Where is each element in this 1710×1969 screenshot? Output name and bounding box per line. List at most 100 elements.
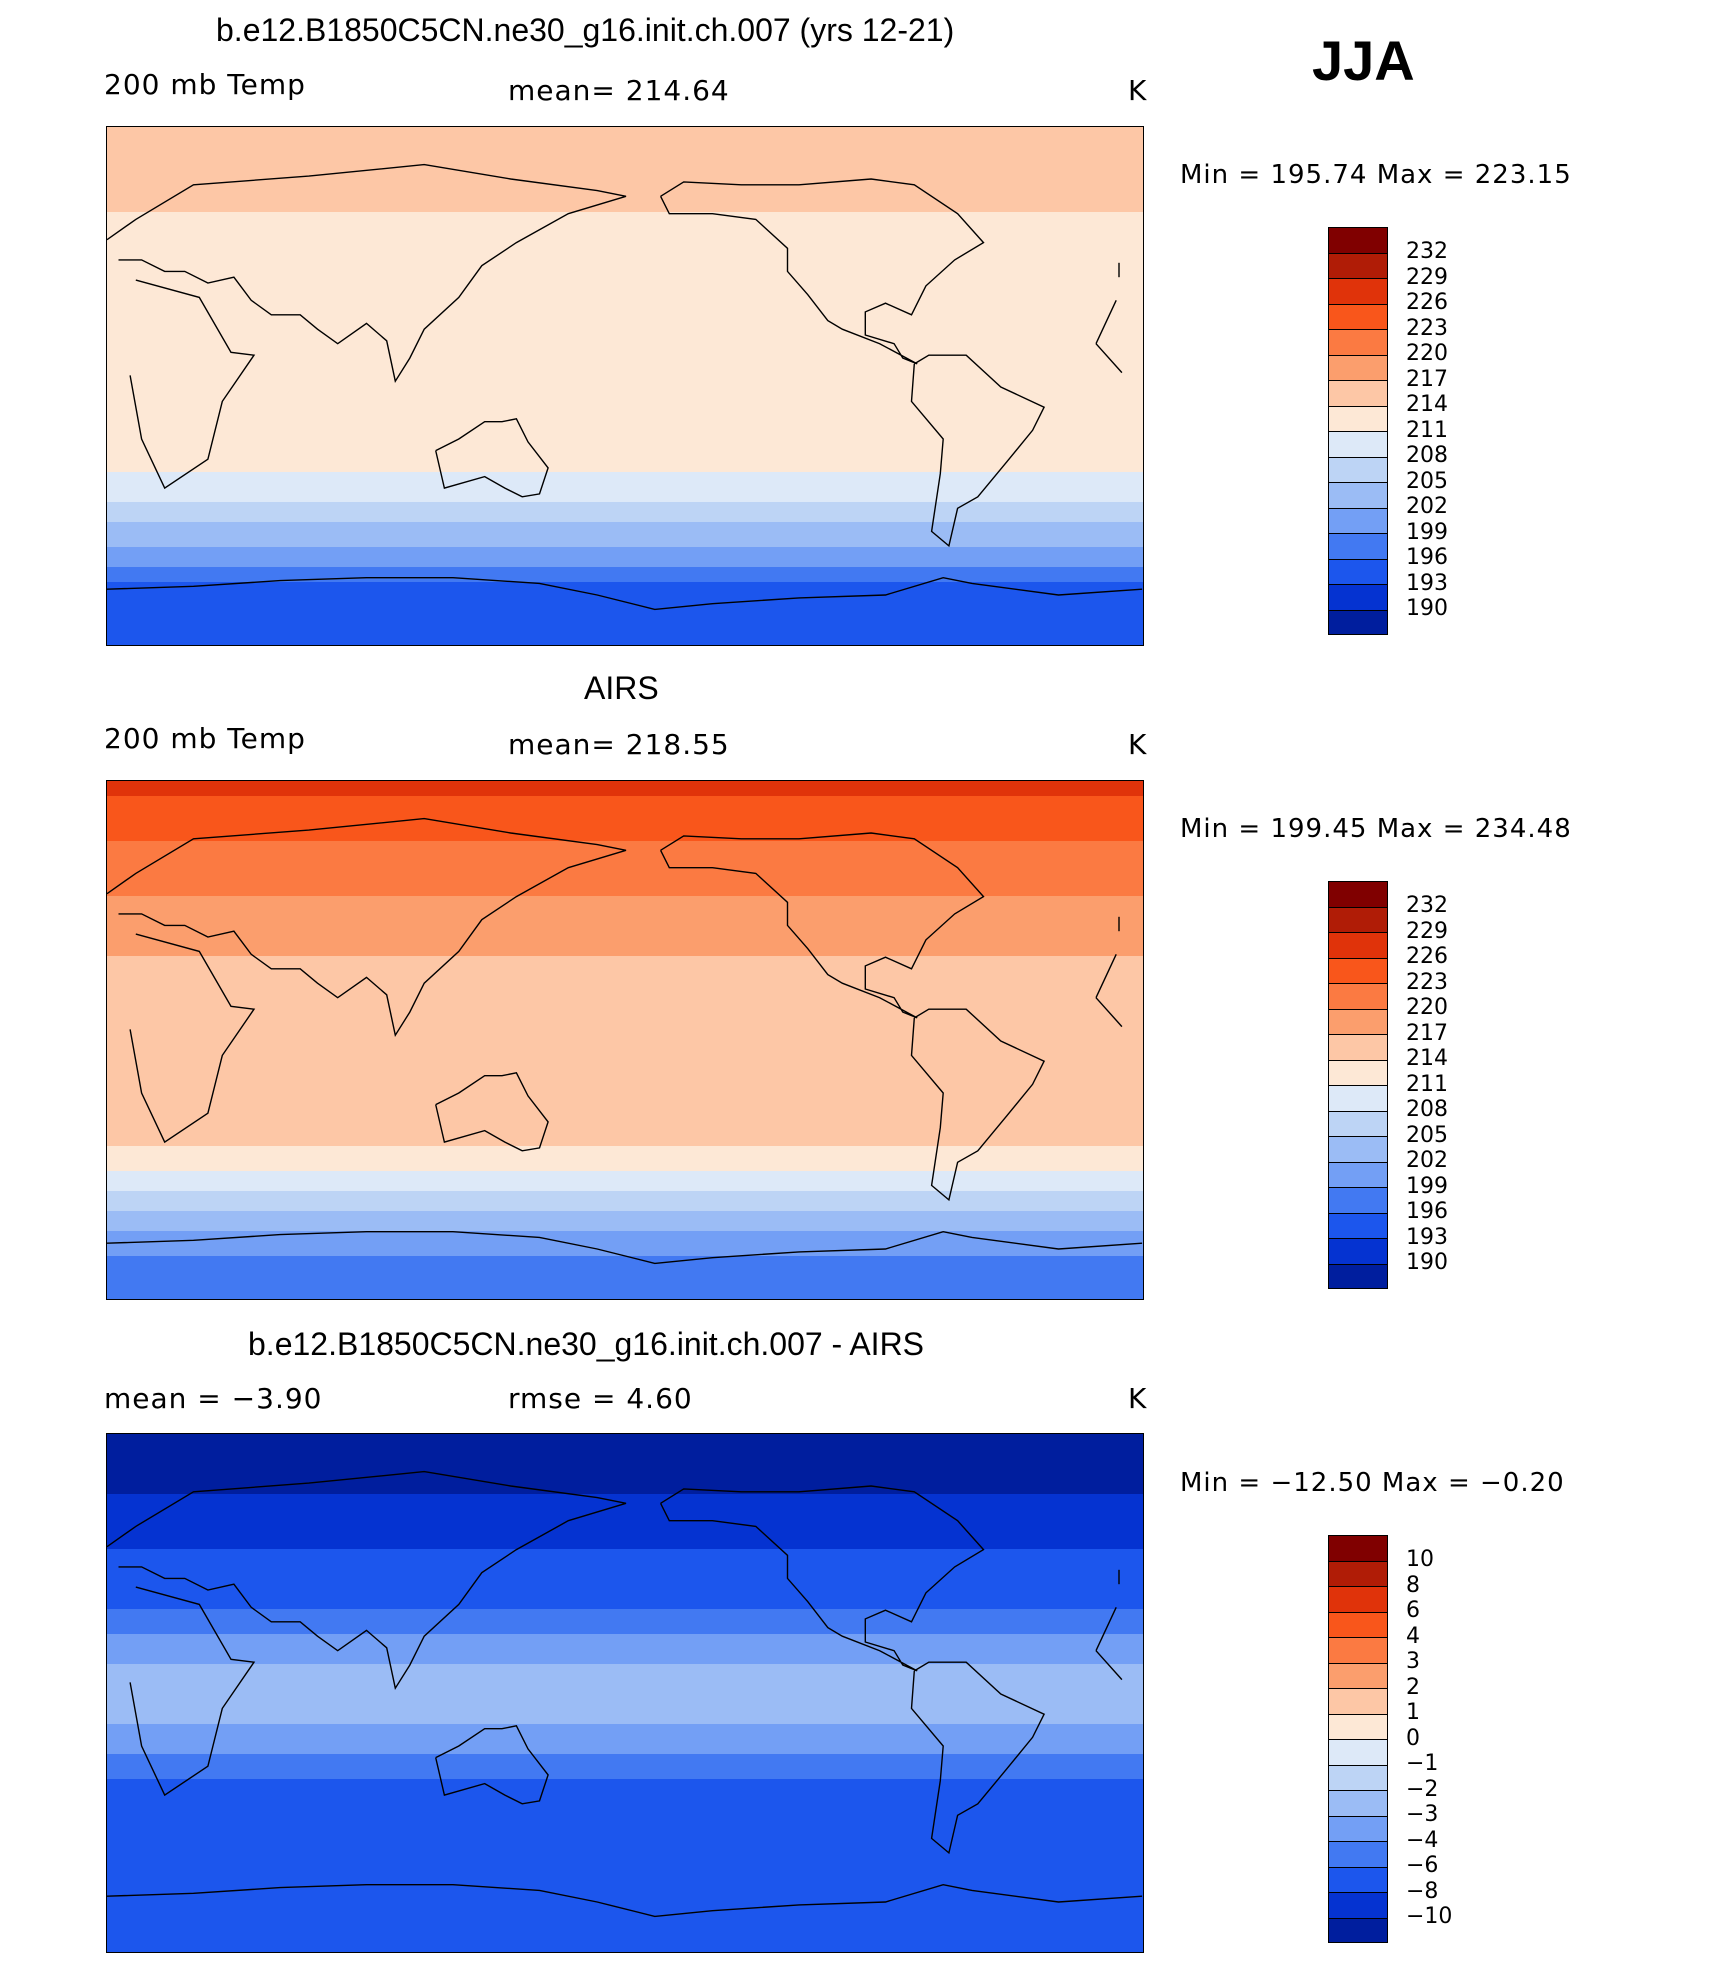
field-band xyxy=(107,1449,1143,1455)
field-band xyxy=(107,886,1143,892)
coastline xyxy=(107,1883,1143,1918)
colorbar-swatch xyxy=(1328,533,1388,559)
panel-3-field-svg xyxy=(107,1434,1143,1952)
colorbar-tick-label: −2 xyxy=(1406,1776,1439,1802)
field-band xyxy=(107,482,1143,488)
colorbar-tick-label: −8 xyxy=(1406,1878,1439,1904)
field-band xyxy=(107,262,1143,268)
colorbar-tick-label: 196 xyxy=(1406,545,1448,570)
field-band xyxy=(107,1879,1143,1885)
field-band xyxy=(107,1719,1143,1725)
panel-3-minmax: Min = −12.50 Max = −0.20 xyxy=(1180,1468,1565,1498)
field-band xyxy=(107,961,1143,967)
field-band xyxy=(107,387,1143,393)
field-band xyxy=(107,242,1143,248)
colorbar-swatch xyxy=(1328,932,1388,958)
field-band xyxy=(107,1779,1143,1785)
colorbar-tick-label: 8 xyxy=(1406,1572,1420,1598)
field-band xyxy=(107,1624,1143,1630)
colorbar-tick-label: 2 xyxy=(1406,1674,1420,1700)
field-band xyxy=(107,197,1143,203)
colorbar-tick-label: 10 xyxy=(1406,1547,1434,1572)
colorbar-tick-label: 193 xyxy=(1406,570,1448,596)
field-band xyxy=(107,572,1143,578)
field-band xyxy=(107,622,1143,628)
field-band xyxy=(107,312,1143,318)
panel-3-rmse-label: rmse = 4.60 xyxy=(508,1382,693,1415)
field-band xyxy=(107,1764,1143,1770)
field-band xyxy=(107,1799,1143,1805)
field-band xyxy=(107,1226,1143,1232)
colorbar-tick-label: 214 xyxy=(1406,1046,1448,1071)
field-band xyxy=(107,1834,1143,1840)
field-band xyxy=(107,1869,1143,1875)
colorbar-tick-label: 217 xyxy=(1406,1020,1448,1046)
field-band xyxy=(107,876,1143,882)
colorbar-swatch xyxy=(1328,1212,1388,1238)
field-band xyxy=(107,1844,1143,1850)
field-band xyxy=(107,836,1143,842)
colorbar-tick-label: 205 xyxy=(1406,1122,1448,1148)
field-band xyxy=(107,202,1143,208)
field-band xyxy=(107,532,1143,538)
colorbar-swatch xyxy=(1328,329,1388,355)
field-band xyxy=(107,307,1143,313)
field-band xyxy=(107,1051,1143,1057)
coastline xyxy=(659,178,985,365)
colorbar-swatch xyxy=(1328,278,1388,304)
field-band xyxy=(107,1854,1143,1860)
field-band xyxy=(107,1236,1143,1242)
field-band xyxy=(107,377,1143,383)
panel-1-colorbar xyxy=(1328,227,1388,635)
field-band xyxy=(107,981,1143,987)
field-band xyxy=(107,132,1143,138)
field-band xyxy=(107,906,1143,912)
field-band xyxy=(107,422,1143,428)
field-band xyxy=(107,1519,1143,1525)
field-band xyxy=(107,1439,1143,1445)
coastline xyxy=(910,1661,1046,1855)
field-band xyxy=(107,1914,1143,1920)
field-band xyxy=(107,502,1143,508)
field-band xyxy=(107,192,1143,198)
field-band xyxy=(107,357,1143,363)
colorbar-tick-label: 211 xyxy=(1406,1071,1448,1097)
field-band xyxy=(107,552,1143,558)
field-band xyxy=(107,1201,1143,1207)
colorbar-swatch xyxy=(1328,957,1388,983)
field-band xyxy=(107,1206,1143,1212)
field-band xyxy=(107,1584,1143,1590)
panel-3-colorbar xyxy=(1328,1535,1388,1943)
field-band xyxy=(107,1944,1143,1950)
field-band xyxy=(107,267,1143,273)
colorbar-tick-label: 202 xyxy=(1406,494,1448,519)
field-band xyxy=(107,397,1143,403)
colorbar-swatch xyxy=(1328,1764,1388,1790)
field-band xyxy=(107,1654,1143,1660)
colorbar-swatch xyxy=(1328,1136,1388,1162)
colorbar-tick-label: 226 xyxy=(1406,290,1448,315)
coastline xyxy=(659,832,985,1019)
field-band xyxy=(107,1529,1143,1535)
colorbar-swatch xyxy=(1328,881,1388,907)
field-band xyxy=(107,826,1143,832)
field-band xyxy=(107,1539,1143,1545)
field-band xyxy=(107,1884,1143,1890)
field-band xyxy=(107,1789,1143,1795)
colorbar-tick-label: 226 xyxy=(1406,944,1448,969)
field-band xyxy=(107,1286,1143,1292)
field-band xyxy=(107,1216,1143,1222)
coastline xyxy=(107,1230,1143,1265)
colorbar-tick-label: 3 xyxy=(1406,1649,1420,1674)
field-band xyxy=(107,407,1143,413)
field-band xyxy=(107,627,1143,633)
coastline xyxy=(1095,300,1117,344)
field-band xyxy=(107,597,1143,603)
field-band xyxy=(107,1534,1143,1540)
field-band xyxy=(107,1759,1143,1765)
field-band xyxy=(107,1859,1143,1865)
colorbar-tick-label: 208 xyxy=(1406,1097,1448,1122)
field-band xyxy=(107,806,1143,812)
field-band xyxy=(107,1469,1143,1475)
field-band xyxy=(107,1599,1143,1605)
